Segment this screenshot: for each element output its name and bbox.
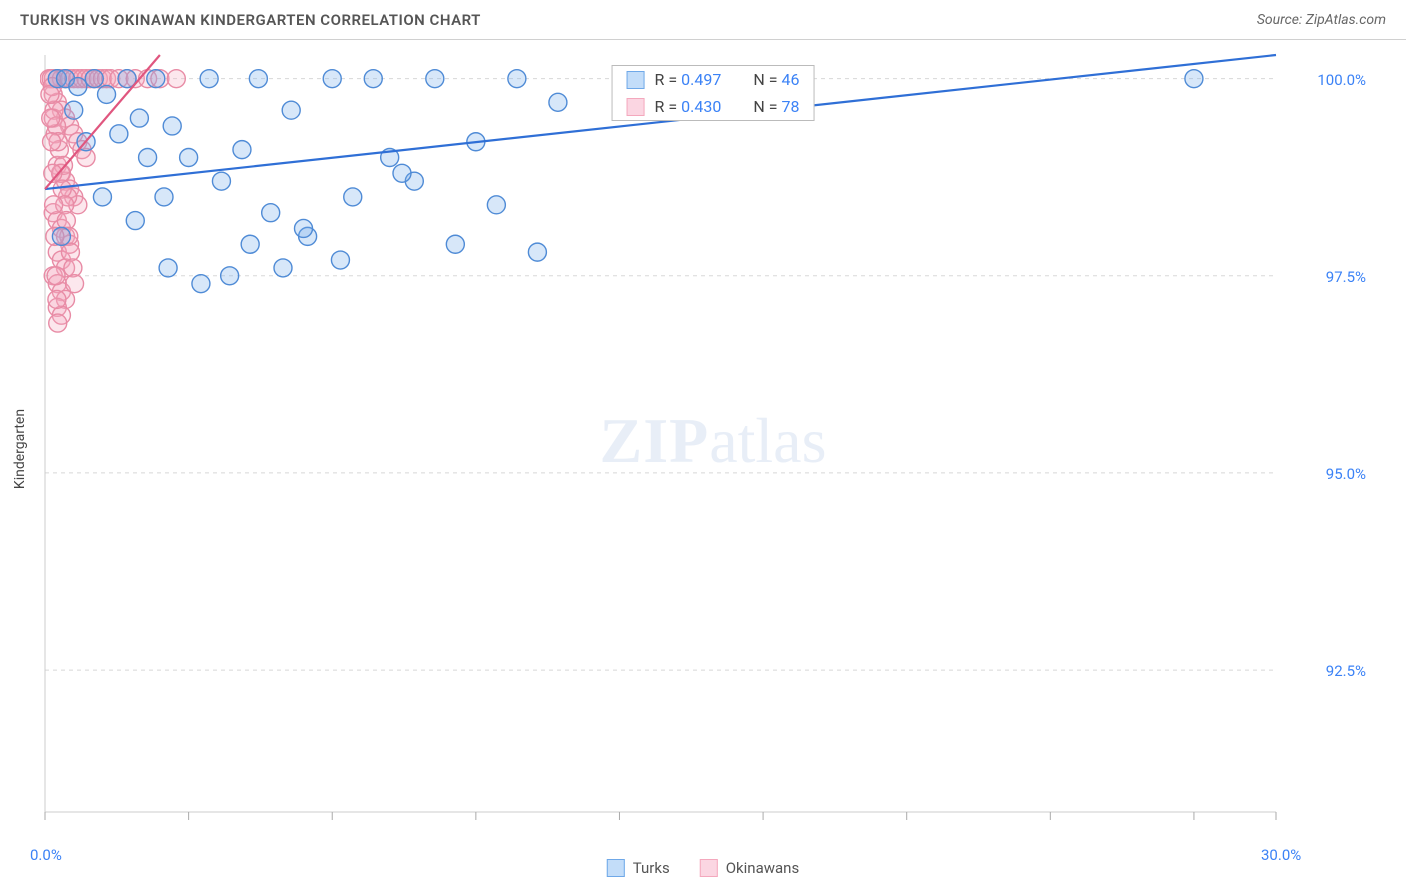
legend-item: Turks: [607, 859, 670, 877]
chart-area: Kindergarten ZIPatlas R = 0.497 N = 46 R…: [40, 50, 1386, 832]
legend: Turks Okinawans: [607, 859, 799, 877]
y-tick-label: 92.5%: [1326, 662, 1366, 680]
legend-label: Turks: [633, 859, 670, 877]
stat-r-label: R = 0.497: [655, 70, 722, 89]
legend-item: Okinawans: [700, 859, 799, 877]
source-label: Source: ZipAtlas.com: [1257, 12, 1386, 28]
legend-label: Okinawans: [726, 859, 799, 877]
chart-header: TURKISH VS OKINAWAN KINDERGARTEN CORRELA…: [0, 0, 1406, 40]
stats-swatch: [627, 98, 645, 116]
stats-swatch: [627, 71, 645, 89]
y-axis-label: Kindergarten: [12, 409, 28, 489]
stat-r-label: R = 0.430: [655, 97, 722, 116]
legend-swatch: [607, 859, 625, 877]
stats-row: R = 0.497 N = 46: [613, 66, 814, 93]
stats-row: R = 0.430 N = 78: [613, 93, 814, 120]
correlation-stats-box: R = 0.497 N = 46 R = 0.430 N = 78: [612, 65, 815, 121]
legend-swatch: [700, 859, 718, 877]
stat-n-label: N = 46: [753, 70, 799, 89]
y-tick-label: 95.0%: [1326, 465, 1366, 483]
stat-n-label: N = 78: [753, 97, 799, 116]
scatter-plot: [40, 50, 1386, 832]
y-tick-label: 100.0%: [1317, 71, 1366, 89]
x-tick-label: 0.0%: [30, 846, 62, 864]
y-tick-label: 97.5%: [1326, 268, 1366, 286]
x-tick-label: 30.0%: [1261, 846, 1301, 864]
chart-title: TURKISH VS OKINAWAN KINDERGARTEN CORRELA…: [20, 11, 481, 29]
